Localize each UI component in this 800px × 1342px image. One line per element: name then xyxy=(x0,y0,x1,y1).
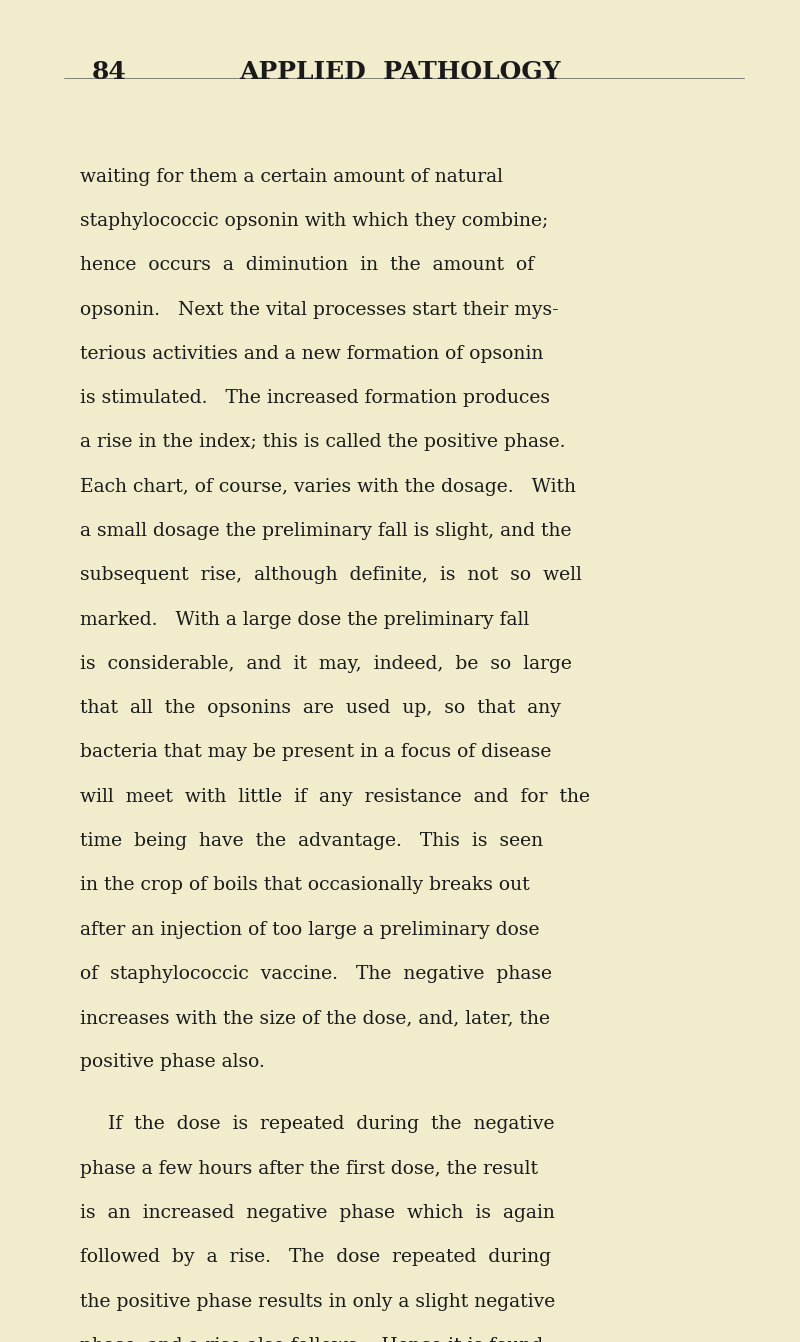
Text: a small dosage the preliminary fall is slight, and the: a small dosage the preliminary fall is s… xyxy=(80,522,571,539)
Text: is  considerable,  and  it  may,  indeed,  be  so  large: is considerable, and it may, indeed, be … xyxy=(80,655,572,672)
Text: is stimulated.   The increased formation produces: is stimulated. The increased formation p… xyxy=(80,389,550,407)
Text: Each chart, of course, varies with the dosage.   With: Each chart, of course, varies with the d… xyxy=(80,478,576,495)
Text: waiting for them a certain amount of natural: waiting for them a certain amount of nat… xyxy=(80,168,503,185)
Text: increases with the size of the dose, and, later, the: increases with the size of the dose, and… xyxy=(80,1009,550,1027)
Text: If  the  dose  is  repeated  during  the  negative: If the dose is repeated during the negat… xyxy=(108,1115,554,1134)
Text: will  meet  with  little  if  any  resistance  and  for  the: will meet with little if any resistance … xyxy=(80,788,590,805)
Text: phase a few hours after the first dose, the result: phase a few hours after the first dose, … xyxy=(80,1159,538,1178)
Text: terious activities and a new formation of opsonin: terious activities and a new formation o… xyxy=(80,345,543,362)
Text: time  being  have  the  advantage.   This  is  seen: time being have the advantage. This is s… xyxy=(80,832,543,849)
Text: subsequent  rise,  although  definite,  is  not  so  well: subsequent rise, although definite, is n… xyxy=(80,566,582,584)
Text: staphylococcic opsonin with which they combine;: staphylococcic opsonin with which they c… xyxy=(80,212,548,229)
Text: bacteria that may be present in a focus of disease: bacteria that may be present in a focus … xyxy=(80,743,551,761)
Text: APPLIED  PATHOLOGY: APPLIED PATHOLOGY xyxy=(239,60,561,85)
Text: followed  by  a  rise.   The  dose  repeated  during: followed by a rise. The dose repeated du… xyxy=(80,1248,551,1267)
Text: after an injection of too large a preliminary dose: after an injection of too large a prelim… xyxy=(80,921,539,938)
Text: is  an  increased  negative  phase  which  is  again: is an increased negative phase which is … xyxy=(80,1204,555,1223)
Text: in the crop of boils that occasionally breaks out: in the crop of boils that occasionally b… xyxy=(80,876,530,894)
Text: 84: 84 xyxy=(92,60,126,85)
Text: of  staphylococcic  vaccine.   The  negative  phase: of staphylococcic vaccine. The negative … xyxy=(80,965,552,982)
Text: marked.   With a large dose the preliminary fall: marked. With a large dose the preliminar… xyxy=(80,611,530,628)
Text: hence  occurs  a  diminution  in  the  amount  of: hence occurs a diminution in the amount … xyxy=(80,256,534,274)
Text: a rise in the index; this is called the positive phase.: a rise in the index; this is called the … xyxy=(80,433,566,451)
Text: phase, and a rise also follows.   Hence it is found: phase, and a rise also follows. Hence it… xyxy=(80,1337,543,1342)
Text: positive phase also.: positive phase also. xyxy=(80,1053,265,1071)
Text: the positive phase results in only a slight negative: the positive phase results in only a sli… xyxy=(80,1292,555,1311)
Text: opsonin.   Next the vital processes start their mys-: opsonin. Next the vital processes start … xyxy=(80,301,558,318)
Text: that  all  the  opsonins  are  used  up,  so  that  any: that all the opsonins are used up, so th… xyxy=(80,699,561,717)
